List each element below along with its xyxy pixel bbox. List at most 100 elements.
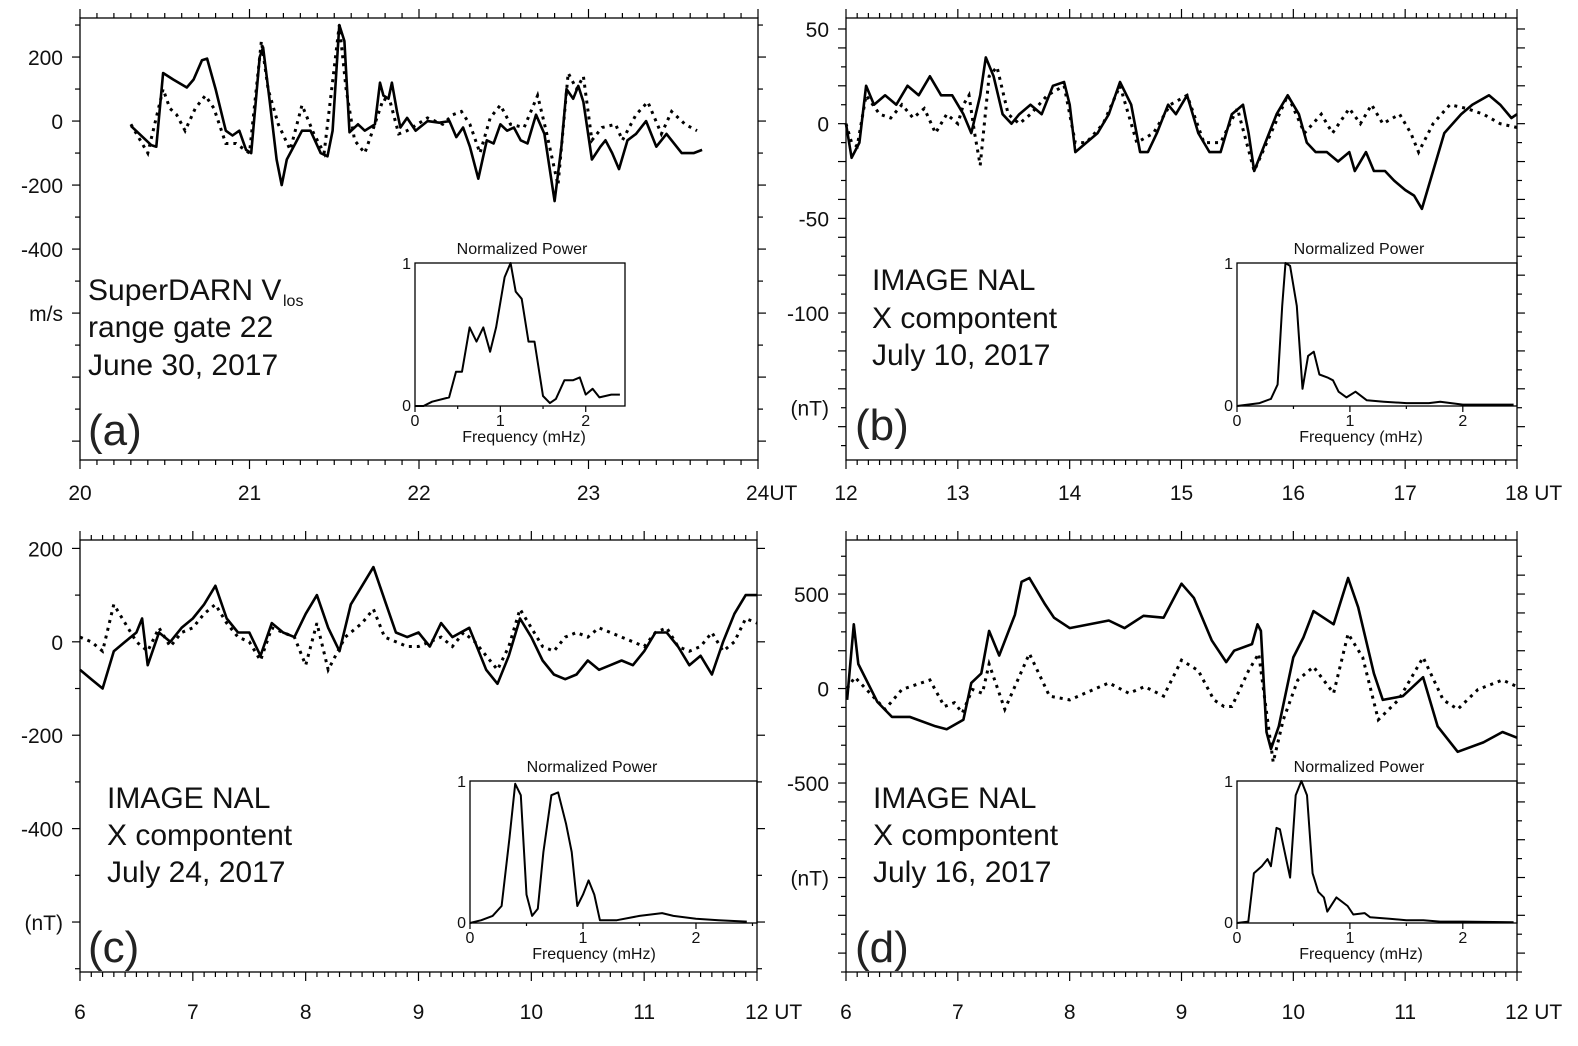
inset-x-axis-label: Frequency (mHz)	[1299, 946, 1423, 963]
y-axis-unit-label: m/s	[29, 303, 63, 326]
plot-frame	[845, 539, 1518, 973]
y-tick-label: -100	[787, 303, 829, 326]
x-tick-label: 11	[633, 1001, 655, 1024]
annotation-line: July 16, 2017	[873, 856, 1051, 889]
inset-x-tick-label: 1	[496, 413, 505, 430]
panel-letter: (a)	[88, 406, 142, 455]
inset-x-axis-label: Frequency (mHz)	[1299, 429, 1423, 446]
annotation-line: range gate 22	[88, 311, 273, 344]
dotted-series-line	[845, 629, 1518, 763]
y-tick-label: -400	[21, 239, 63, 262]
solid-series-line	[79, 565, 757, 690]
y-axis-unit-label: (nT)	[25, 912, 64, 935]
x-tick-label: 15	[1170, 482, 1193, 505]
y-tick-label: 0	[817, 679, 829, 702]
x-tick-label: 7	[952, 1001, 964, 1024]
x-tick-label: 12 UT	[745, 1001, 802, 1024]
x-tick-label: 6	[74, 1001, 86, 1024]
power-spectrum-line	[469, 782, 747, 924]
annotation-line: July 24, 2017	[107, 856, 285, 889]
y-tick-label: -50	[799, 208, 829, 231]
plot-frame	[845, 17, 1518, 461]
inset-y-tick-label: 0	[1224, 915, 1233, 932]
annotation-line: July 10, 2017	[872, 339, 1050, 372]
y-tick-label: -400	[21, 819, 63, 842]
x-tick-label: 21	[238, 482, 261, 505]
inset-spectrum: 0 1 2 1 0 Normalized Power Frequency (mHz)	[1224, 241, 1518, 446]
inset-x-tick-label: 2	[581, 413, 590, 430]
inset-spectrum: 0 1 2 1 0 Normalized Power Frequency (mHz)	[402, 241, 626, 446]
inset-frame	[469, 780, 758, 924]
annotation-line: June 30, 2017	[88, 349, 278, 382]
annotation-line: SuperDARN V	[88, 274, 281, 307]
panel-letter: (c)	[88, 923, 139, 972]
inset-title: Normalized Power	[527, 759, 658, 776]
x-tick-label: 13	[946, 482, 969, 505]
x-tick-label: 9	[413, 1001, 425, 1024]
y-tick-label: 0	[51, 111, 63, 134]
y-tick-label: -200	[21, 175, 63, 198]
inset-x-tick-label: 1	[579, 930, 588, 947]
solid-series-line	[130, 23, 703, 203]
annotation-line: IMAGE NAL	[873, 782, 1036, 815]
x-tick-label: 10	[1282, 1001, 1305, 1024]
power-spectrum-line	[1236, 780, 1514, 924]
x-tick-label: 7	[187, 1001, 199, 1024]
annotation-line: X compontent	[872, 302, 1058, 335]
power-spectrum-line	[1236, 262, 1514, 407]
inset-y-tick-label: 1	[1224, 256, 1233, 273]
inset-x-axis-label: Frequency (mHz)	[462, 429, 586, 446]
y-tick-label: 0	[817, 114, 829, 137]
annotation-subscript: los	[283, 293, 303, 310]
inset-frame	[1236, 262, 1518, 407]
x-tick-label: 10	[520, 1001, 543, 1024]
inset-y-tick-label: 1	[457, 774, 466, 791]
inset-x-tick-label: 0	[1233, 930, 1242, 947]
annotation-line: IMAGE NAL	[107, 782, 270, 815]
dotted-series-line	[129, 24, 698, 186]
inset-x-tick-label: 2	[1458, 413, 1467, 430]
annotation-line: X compontent	[873, 819, 1059, 852]
inset-x-axis-label: Frequency (mHz)	[532, 946, 656, 963]
inset-x-tick-label: 2	[1458, 930, 1467, 947]
y-axis-unit-label: (nT)	[791, 868, 830, 891]
inset-x-tick-label: 1	[1345, 930, 1354, 947]
y-tick-label: 50	[806, 19, 829, 42]
x-tick-label: 16	[1282, 482, 1305, 505]
y-tick-label: 500	[794, 584, 829, 607]
x-tick-label: 8	[300, 1001, 312, 1024]
annotation-line: X compontent	[107, 819, 293, 852]
y-tick-label: 200	[28, 47, 63, 70]
x-tick-label: 12	[834, 482, 857, 505]
y-tick-label: -500	[787, 773, 829, 796]
x-tick-label: 22	[407, 482, 430, 505]
x-tick-label: 8	[1064, 1001, 1076, 1024]
inset-y-tick-label: 0	[457, 915, 466, 932]
solid-series-line	[845, 576, 1518, 754]
inset-spectrum: 0 1 2 1 0 Normalized Power Frequency (mHz)	[457, 759, 758, 963]
plot-frame	[79, 539, 758, 973]
inset-y-tick-label: 0	[1224, 398, 1233, 415]
y-tick-label: 0	[51, 632, 63, 655]
dotted-series-line	[844, 63, 1518, 176]
inset-x-tick-label: 2	[692, 930, 701, 947]
inset-y-tick-label: 1	[1224, 774, 1233, 791]
power-spectrum-line	[415, 262, 620, 407]
x-tick-label: 12 UT	[1505, 1001, 1562, 1024]
annotation-line: IMAGE NAL	[872, 264, 1035, 297]
inset-x-tick-label: 1	[1345, 413, 1354, 430]
inset-title: Normalized Power	[1294, 241, 1425, 258]
inset-title: Normalized Power	[457, 241, 588, 258]
y-tick-label: -200	[21, 725, 63, 748]
y-tick-label: 200	[28, 538, 63, 561]
x-tick-label: 17	[1393, 482, 1416, 505]
x-tick-label: 11	[1394, 1001, 1416, 1024]
x-tick-label: 23	[577, 482, 600, 505]
x-tick-label: 20	[68, 482, 91, 505]
solid-series-line	[844, 56, 1518, 211]
